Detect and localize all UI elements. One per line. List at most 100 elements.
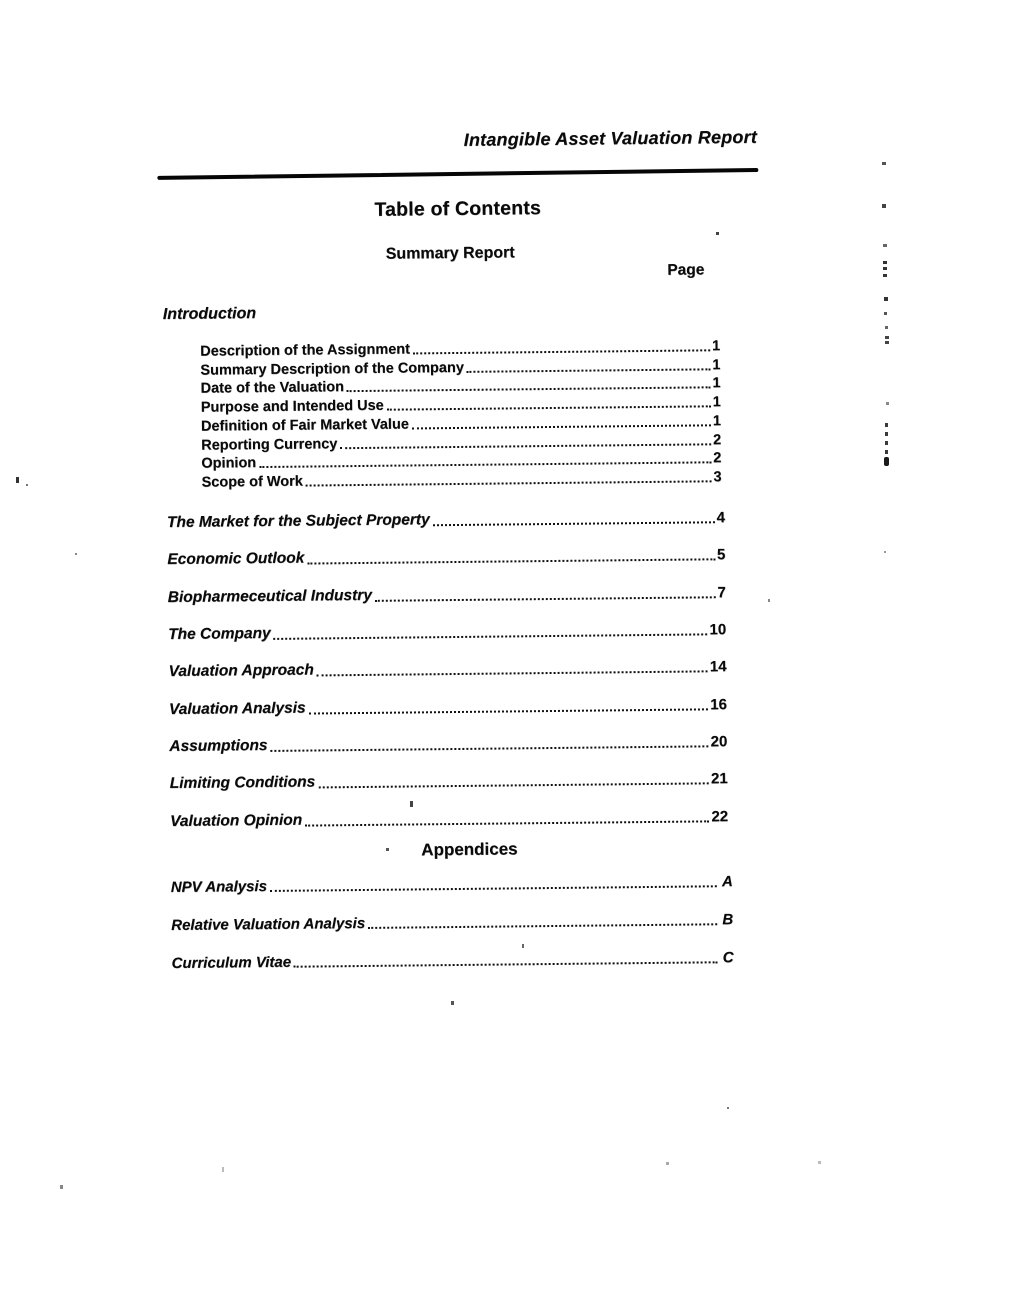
toc-entry: Valuation Approach 14 <box>168 655 726 681</box>
ink-speck <box>727 1107 729 1109</box>
toc-entry-page: 14 <box>709 658 727 676</box>
page-column-label: Page <box>667 261 705 279</box>
toc-entry-label: NPV Analysis <box>170 877 268 897</box>
ink-speck <box>882 162 886 165</box>
toc-entry-page: 22 <box>711 808 729 826</box>
toc-entry-page: 1 <box>712 375 721 392</box>
toc-entry-label: Curriculum Vitae <box>171 953 292 973</box>
toc-entry: Valuation Analysis 16 <box>169 693 727 719</box>
toc-title: Table of Contents <box>374 197 542 221</box>
dot-leader <box>386 405 711 411</box>
dot-leader <box>412 349 711 355</box>
toc-entry-page: B <box>722 911 734 929</box>
toc-entry-page: 1 <box>712 338 721 355</box>
dot-leader <box>259 461 712 469</box>
toc-entry-page: 20 <box>710 733 728 751</box>
ink-speck <box>884 297 888 301</box>
toc-entry-page: C <box>722 949 734 967</box>
toc-entry: Limiting Conditions 21 <box>170 767 728 793</box>
toc-entry-page: 1 <box>712 357 721 374</box>
toc-entry-page: 4 <box>716 509 726 527</box>
ink-speck <box>883 261 887 264</box>
dot-leader <box>411 424 711 430</box>
ink-speck <box>522 944 524 948</box>
dot-leader <box>305 820 710 827</box>
dot-leader <box>374 596 716 602</box>
ink-speck <box>886 402 889 405</box>
toc-entry-label: Opinion <box>201 455 257 472</box>
toc-entry-label: Relative Valuation Analysis <box>171 914 366 935</box>
dot-leader <box>318 782 710 789</box>
ink-speck <box>884 457 889 466</box>
toc-entry: Valuation Opinion 22 <box>170 805 728 831</box>
toc-entry: NPV Analysis A <box>171 870 733 896</box>
toc-entry-page: 21 <box>710 770 728 788</box>
toc-entry-page: 5 <box>716 546 726 564</box>
toc-entry: Biopharmeceutical Industry 7 <box>168 581 726 607</box>
toc-entry-label: Valuation Opinion <box>170 811 303 831</box>
toc-entry-page: 1 <box>712 413 722 430</box>
toc-entry: Economic Outlook 5 <box>167 543 725 569</box>
toc-entry-label: Economic Outlook <box>167 549 305 569</box>
ink-speck <box>883 267 887 270</box>
toc-entry-label: The Company <box>168 624 271 644</box>
dot-leader <box>347 386 711 393</box>
toc-entry-page: 3 <box>713 469 722 486</box>
ink-speck <box>884 312 887 315</box>
toc-entry-label: Purpose and Intended Use <box>200 397 384 416</box>
toc-entry: Relative Valuation Analysis B <box>171 908 733 934</box>
toc-entry: The Market for the Subject Property 4 <box>167 506 725 532</box>
toc-entry-page: 2 <box>713 450 722 467</box>
ink-speck <box>60 1185 63 1189</box>
ink-speck <box>75 553 77 555</box>
section-heading-introduction: Introduction <box>162 305 257 324</box>
dot-leader <box>273 633 708 640</box>
ink-smudge <box>885 423 888 459</box>
ink-speck <box>885 341 889 344</box>
toc-entry: Assumptions 20 <box>169 730 727 756</box>
dot-leader <box>294 961 718 968</box>
dot-leader <box>305 480 712 487</box>
toc-entry-label: Assumptions <box>169 736 268 756</box>
header-rule <box>157 168 759 180</box>
ink-speck <box>883 274 887 277</box>
toc-entry-label: The Market for the Subject Property <box>166 511 430 532</box>
toc-entry-label: Reporting Currency <box>201 436 338 454</box>
ink-speck <box>16 477 19 483</box>
ink-speck <box>716 232 719 235</box>
ink-speck <box>451 1001 454 1005</box>
toc-entry-label: Date of the Valuation <box>200 379 345 397</box>
report-header-title: Intangible Asset Valuation Report <box>463 126 758 150</box>
toc-entry-page: 2 <box>712 432 722 449</box>
dot-leader <box>307 558 716 565</box>
toc-entry-page: 7 <box>717 584 726 602</box>
ink-speck <box>26 484 28 486</box>
toc-entry-label: Scope of Work <box>201 473 303 491</box>
dot-leader <box>316 670 708 677</box>
ink-speck <box>222 1167 224 1172</box>
toc-entry-label: Valuation Approach <box>168 661 314 681</box>
toc-entry-label: Description of the Assignment <box>200 341 410 360</box>
toc-entry-label: Definition of Fair Market Value <box>200 416 409 435</box>
toc-entry-label: Biopharmeceutical Industry <box>167 586 372 607</box>
ink-speck <box>882 204 886 208</box>
toc-entry: Curriculum Vitae C <box>171 946 734 973</box>
ink-speck <box>883 244 887 247</box>
dot-leader <box>340 443 712 450</box>
toc-entry-label: Limiting Conditions <box>169 773 316 793</box>
dot-leader <box>368 923 718 929</box>
toc-entry-label: Valuation Analysis <box>168 699 306 719</box>
ink-speck <box>386 848 389 851</box>
dot-leader <box>432 521 715 527</box>
toc-entry-page: 1 <box>712 394 721 411</box>
ink-speck <box>410 801 413 807</box>
ink-speck <box>768 599 770 602</box>
ink-speck <box>818 1161 821 1164</box>
ink-speck <box>885 326 888 329</box>
appendices-heading: Appendices <box>421 839 518 860</box>
dot-leader <box>270 745 709 752</box>
dot-leader <box>466 368 711 373</box>
dot-leader <box>269 885 717 892</box>
